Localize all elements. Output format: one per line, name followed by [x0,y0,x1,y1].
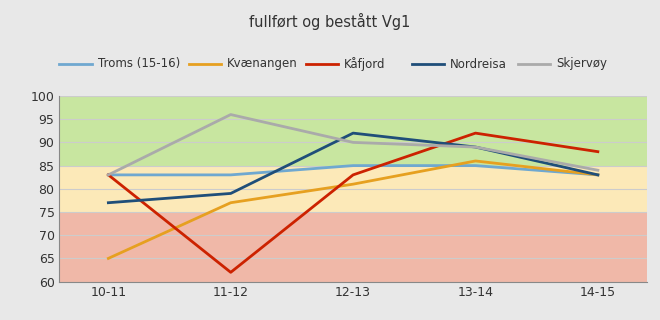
Troms (15-16) [349,164,357,168]
Text: Troms (15-16): Troms (15-16) [98,58,180,70]
Nordreisa [227,191,235,195]
Text: Nordreisa: Nordreisa [450,58,507,70]
Line: Kåfjord: Kåfjord [108,133,598,272]
Kvænangen [349,182,357,186]
Nordreisa [471,145,479,149]
Troms (15-16) [471,164,479,168]
Kåfjord [349,173,357,177]
Line: Skjervøy: Skjervøy [108,115,598,175]
Kåfjord [104,173,112,177]
Bar [59,165,647,212]
Bar [59,212,647,282]
Text: Kvænangen: Kvænangen [227,58,298,70]
Troms (15-16) [594,173,602,177]
Skjervøy [227,113,235,116]
Skjervøy [104,173,112,177]
Line: Troms (15-16): Troms (15-16) [108,166,598,175]
Skjervøy [471,145,479,149]
Kåfjord [227,270,235,274]
Kvænangen [227,201,235,205]
Text: fullført og bestått Vg1: fullført og bestått Vg1 [249,13,411,30]
Text: Skjervøy: Skjervøy [556,58,607,70]
Kåfjord [594,150,602,154]
Skjervøy [349,140,357,144]
Kåfjord [471,131,479,135]
Kvænangen [104,257,112,260]
Kvænangen [471,159,479,163]
Troms (15-16) [104,173,112,177]
Troms (15-16) [227,173,235,177]
Kvænangen [594,173,602,177]
Nordreisa [349,131,357,135]
Nordreisa [104,201,112,205]
Line: Nordreisa: Nordreisa [108,133,598,203]
Skjervøy [594,168,602,172]
Bar [59,96,647,166]
Nordreisa [594,173,602,177]
Line: Kvænangen: Kvænangen [108,161,598,259]
Text: Kåfjord: Kåfjord [345,57,386,71]
